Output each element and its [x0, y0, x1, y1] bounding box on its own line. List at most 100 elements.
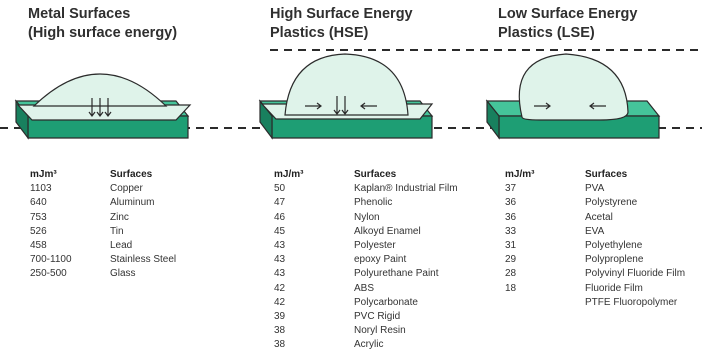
value-header: mJ/m³ — [274, 169, 304, 180]
surface-name: Polycarbonate — [354, 296, 418, 308]
surface-energy-value: 33 — [505, 225, 517, 237]
surface-energy-value: 1103 — [30, 183, 52, 195]
surface-name: Stainless Steel — [110, 254, 177, 266]
table-row: 38 Acrylic — [274, 338, 458, 352]
lse-droplet — [518, 53, 629, 121]
surface-energy-value: 46 — [274, 211, 286, 223]
surface-header: Surfaces — [354, 169, 397, 180]
hse-droplet-dome — [284, 53, 409, 116]
table-header: mJm³ Surfaces — [30, 168, 176, 182]
surface-name: Fluoride Film — [585, 282, 643, 294]
table-row: PTFE Fluoropolymer — [505, 296, 685, 310]
surface-name: Nylon — [354, 211, 380, 223]
metal-droplet-dome — [32, 73, 168, 107]
surface-energy-value: 18 — [505, 282, 517, 294]
table-row: 31 Polyethylene — [505, 239, 685, 253]
table-row: 1103 Copper — [30, 182, 176, 196]
table-row: 28 Polyvinyl Fluoride Film — [505, 267, 685, 281]
table-row: 43 Polyester — [274, 239, 458, 253]
surface-energy-value: 50 — [274, 183, 286, 195]
table-row: 700-1100 Stainless Steel — [30, 253, 176, 267]
table-row: 39 PVC Rigid — [274, 310, 458, 324]
surface-energy-value: 42 — [274, 296, 286, 308]
surface-energy-value: 43 — [274, 240, 286, 252]
surface-energy-value: 250-500 — [30, 268, 67, 280]
surface-name: Tin — [110, 225, 124, 237]
surface-name: Polystyrene — [585, 197, 638, 209]
table-row: 37 PVA — [505, 182, 685, 196]
table-header: mJ/m³ Surfaces — [274, 168, 458, 182]
surface-energy-value: 47 — [274, 197, 286, 209]
surface-name: Alkoyd Enamel — [354, 225, 421, 237]
table-row: 46 Nylon — [274, 211, 458, 225]
surface-energy-value: 31 — [505, 240, 517, 252]
surface-name: Polyvinyl Fluoride Film — [585, 268, 686, 280]
surface-energy-value: 39 — [274, 311, 286, 323]
table-row: 753 Zinc — [30, 211, 176, 225]
table-row: 458 Lead — [30, 239, 176, 253]
surface-name: PVA — [585, 183, 605, 195]
table-row: 36 Polystyrene — [505, 196, 685, 210]
table-row: 18 Fluoride Film — [505, 282, 685, 296]
surface-energy-value: 753 — [30, 211, 47, 223]
surface-energy-value: 42 — [274, 282, 286, 294]
panel-title-metal: Metal Surfaces (High surface energy) — [28, 6, 178, 41]
hse-arrows — [305, 96, 377, 115]
surface-energy-value: 526 — [30, 225, 47, 237]
surface-energy-value: 37 — [505, 183, 517, 195]
table-row: 640 Aluminum — [30, 196, 176, 210]
metal-droplet — [16, 104, 192, 121]
table-row: 42 ABS — [274, 282, 458, 296]
surface-name: Zinc — [110, 211, 129, 223]
surface-energy-value: 45 — [274, 225, 286, 237]
surface-energy-value: 458 — [30, 240, 47, 252]
surface-energy-value: 700-1100 — [30, 254, 72, 266]
metal-down-arrows — [88, 98, 112, 117]
surface-name: Noryl Resin — [354, 325, 406, 337]
surface-name: Polyethylene — [585, 240, 643, 252]
table-row: 33 EVA — [505, 225, 685, 239]
panel-title-hse: High Surface Energy Plastics (HSE) — [270, 6, 413, 41]
surface-name: Phenolic — [354, 197, 393, 209]
table-row: 42 Polycarbonate — [274, 296, 458, 310]
table-row: 43 Polyurethane Paint — [274, 267, 458, 281]
surface-energy-value — [505, 296, 585, 310]
surface-energy-value: 640 — [30, 197, 47, 209]
metal-surfaces-table: mJm³ Surfaces 1103 Copper 640 Aluminum 753 Zinc… — [30, 168, 176, 282]
surface-name: Copper — [110, 183, 143, 195]
table-row: 36 Acetal — [505, 211, 685, 225]
surface-name: Aluminum — [110, 197, 155, 209]
surface-energy-value: 36 — [505, 197, 517, 209]
surface-name: Lead — [110, 240, 133, 252]
surface-energy-value: 43 — [274, 254, 286, 266]
table-row: 45 Alkoyd Enamel — [274, 225, 458, 239]
value-header: mJ/m³ — [505, 169, 535, 180]
lse-arrows — [534, 102, 606, 110]
surface-name: ABS — [354, 282, 375, 294]
table-row: 43 epoxy Paint — [274, 253, 458, 267]
surface-name: EVA — [585, 225, 605, 237]
table-row: 526 Tin — [30, 225, 176, 239]
surface-name: Polyproplene — [585, 254, 644, 266]
surface-name: Polyester — [354, 240, 396, 252]
table-row: 250-500 Glass — [30, 267, 176, 281]
surface-name: PTFE Fluoropolymer — [585, 296, 678, 308]
surface-energy-value: 29 — [505, 254, 517, 266]
surface-header: Surfaces — [585, 169, 628, 180]
surface-name: Kaplan® Industrial Film — [354, 183, 458, 195]
surface-energy-value: 38 — [274, 339, 286, 351]
surface-energy-value: 38 — [274, 325, 286, 337]
table-row: 38 Noryl Resin — [274, 324, 458, 338]
surface-header: Surfaces — [110, 169, 153, 180]
surface-name: Acrylic — [354, 339, 384, 351]
value-header: mJm³ — [30, 169, 57, 180]
panel-title-lse: Low Surface Energy Plastics (LSE) — [498, 6, 638, 41]
surface-energy-value: 43 — [274, 268, 286, 280]
lse-surfaces-table: mJ/m³ Surfaces 37 PVA 36 Polystyrene 36 Acetal 3… — [505, 168, 685, 310]
table-header: mJ/m³ Surfaces — [505, 168, 685, 182]
hse-surfaces-table: mJ/m³ Surfaces 50 Kaplan® Industrial Film 47… — [274, 168, 458, 353]
surface-name: Glass — [110, 268, 136, 280]
wetting-diagram — [0, 49, 702, 140]
table-row: 29 Polyproplene — [505, 253, 685, 267]
surface-name: Acetal — [585, 211, 613, 223]
